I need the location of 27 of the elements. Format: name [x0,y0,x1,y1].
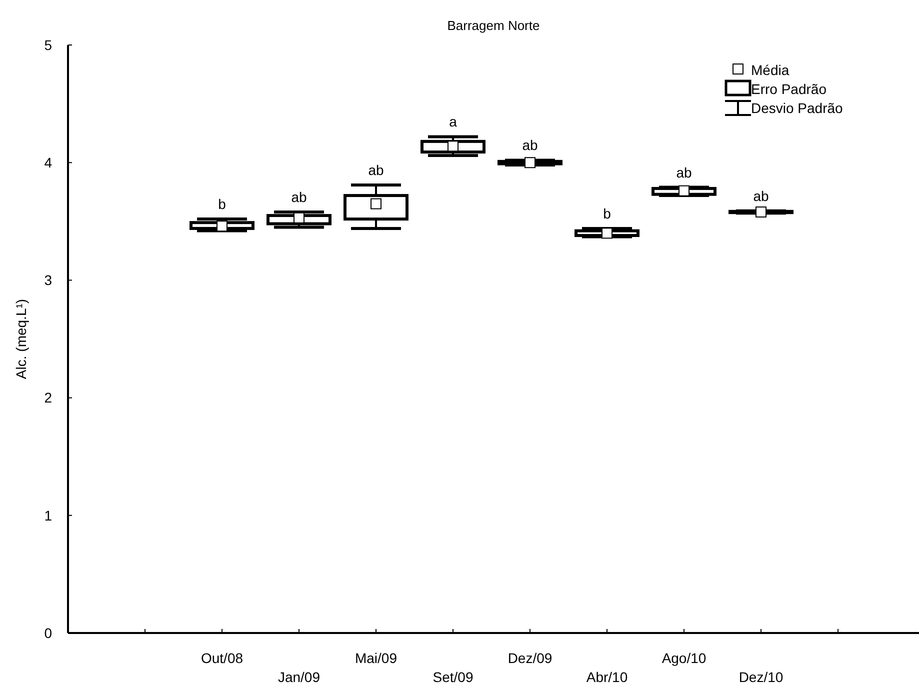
x-tick-label: Dez/10 [738,669,784,685]
x-tick-label: Out/08 [200,650,244,666]
annotation: ab [753,188,769,204]
y-axis-title: Alc. (meq.L¹) [13,298,29,380]
annotation: b [603,205,612,222]
chart-title: Barragem Norte [447,18,540,33]
x-tick-label: Ago/10 [662,650,706,666]
annotation: Desvio Padrão [751,100,844,116]
annotation: a [449,114,458,130]
legend-label: Média [751,62,790,78]
annotation: ab [676,164,692,180]
annotation: ab [291,188,307,205]
x-tick-label: Jan/09 [278,669,320,685]
y-tick-label: 3 [44,272,52,288]
x-tick-label: Set/09 [432,669,474,685]
annotation: Erro Padrão [751,80,827,97]
x-tick-label: Mai/09 [354,650,398,666]
y-tick-label: 0 [44,624,52,641]
y-tick-label: 2 [44,390,52,406]
y-tick-label: 1 [44,507,52,524]
x-tick-label: Abr/10 [586,669,628,685]
y-tick-label: 4 [44,154,52,170]
x-tick-label: Dez/09 [508,650,552,666]
y-tick-label: 5 [44,36,52,53]
annotation: ab [368,162,384,178]
annotation: ab [522,137,538,154]
annotation: b [218,196,226,212]
